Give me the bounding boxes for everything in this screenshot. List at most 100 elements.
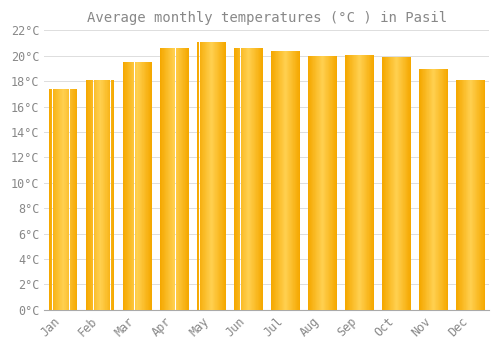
Bar [445, 69, 446, 310]
Bar [60, 89, 61, 310]
Bar [373, 55, 374, 310]
Bar [95, 80, 96, 310]
Bar [365, 55, 366, 310]
Bar [316, 56, 317, 310]
Bar [314, 56, 315, 310]
Bar [484, 80, 485, 310]
Bar [462, 80, 464, 310]
Bar [387, 57, 388, 310]
Bar [347, 55, 348, 310]
Bar [237, 48, 238, 310]
Bar [424, 69, 425, 310]
Bar [124, 62, 125, 310]
Bar [324, 56, 325, 310]
Bar [469, 80, 470, 310]
Bar [393, 57, 394, 310]
Bar [459, 80, 460, 310]
Bar [440, 69, 441, 310]
Bar [210, 42, 211, 310]
Bar [368, 55, 369, 310]
Title: Average monthly temperatures (°C ) in Pasil: Average monthly temperatures (°C ) in Pa… [86, 11, 446, 25]
Bar [149, 62, 150, 310]
Bar [123, 62, 124, 310]
Bar [240, 48, 241, 310]
Bar [125, 62, 126, 310]
Bar [409, 57, 410, 310]
Bar [472, 80, 473, 310]
Bar [106, 80, 107, 310]
Bar [470, 80, 471, 310]
Bar [178, 48, 179, 310]
Bar [394, 57, 395, 310]
Bar [197, 42, 198, 310]
Bar [477, 80, 478, 310]
Bar [272, 51, 273, 310]
Bar [386, 57, 387, 310]
Bar [135, 62, 136, 310]
Bar [422, 69, 423, 310]
Bar [252, 48, 253, 310]
Bar [430, 69, 431, 310]
Bar [360, 55, 361, 310]
Bar [313, 56, 314, 310]
Bar [137, 62, 138, 310]
Bar [280, 51, 281, 310]
Bar [73, 89, 74, 310]
Bar [442, 69, 443, 310]
Bar [170, 48, 171, 310]
Bar [54, 89, 55, 310]
Bar [107, 80, 108, 310]
Bar [318, 56, 319, 310]
Bar [139, 62, 140, 310]
Bar [401, 57, 402, 310]
Bar [358, 55, 359, 310]
Bar [398, 57, 399, 310]
Bar [273, 51, 274, 310]
Bar [284, 51, 285, 310]
Bar [52, 89, 53, 310]
Bar [382, 57, 383, 310]
Bar [50, 89, 51, 310]
Bar [261, 48, 262, 310]
Bar [482, 80, 483, 310]
Bar [98, 80, 99, 310]
Bar [207, 42, 208, 310]
Bar [396, 57, 397, 310]
Bar [350, 55, 351, 310]
Bar [321, 56, 322, 310]
Bar [367, 55, 368, 310]
Bar [250, 48, 252, 310]
Bar [327, 56, 328, 310]
Bar [319, 56, 320, 310]
Bar [103, 80, 104, 310]
Bar [456, 80, 457, 310]
Bar [428, 69, 429, 310]
Bar [104, 80, 105, 310]
Bar [461, 80, 462, 310]
Bar [105, 80, 106, 310]
Bar [174, 48, 175, 310]
Bar [274, 51, 276, 310]
Bar [236, 48, 237, 310]
Bar [320, 56, 321, 310]
Bar [349, 55, 350, 310]
Bar [444, 69, 445, 310]
Bar [295, 51, 296, 310]
Bar [242, 48, 243, 310]
Bar [311, 56, 312, 310]
Bar [471, 80, 472, 310]
Bar [67, 89, 68, 310]
Bar [479, 80, 480, 310]
Bar [317, 56, 318, 310]
Bar [209, 42, 210, 310]
Bar [468, 80, 469, 310]
Bar [69, 89, 70, 310]
Bar [309, 56, 310, 310]
Bar [322, 56, 323, 310]
Bar [323, 56, 324, 310]
Bar [480, 80, 481, 310]
Bar [276, 51, 277, 310]
Bar [427, 69, 428, 310]
Bar [426, 69, 427, 310]
Bar [258, 48, 259, 310]
